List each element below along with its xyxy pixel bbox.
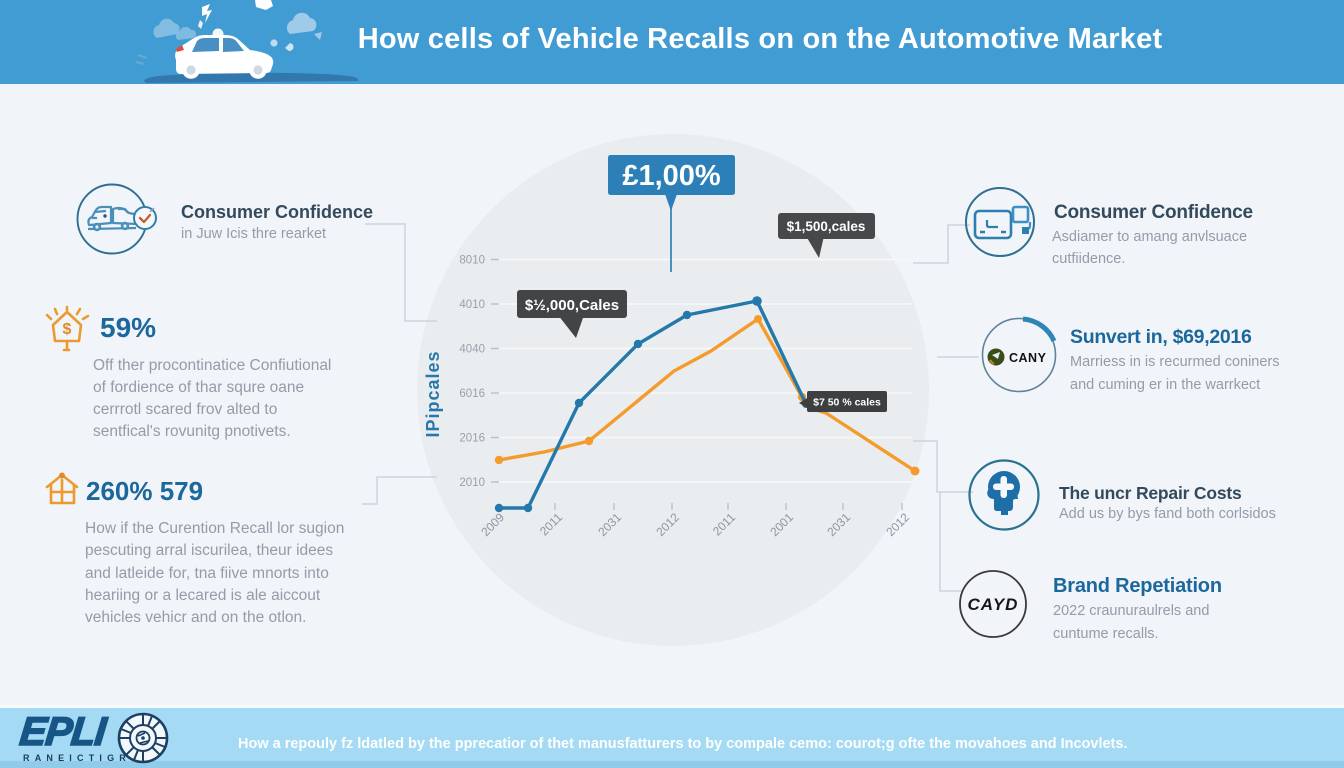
svg-text:2001: 2001 xyxy=(767,510,796,539)
svg-text:2011: 2011 xyxy=(710,510,738,538)
svg-text:2011: 2011 xyxy=(537,510,565,538)
svg-text:$: $ xyxy=(63,321,72,338)
svg-text:2031: 2031 xyxy=(595,510,624,539)
svg-text:CANY: CANY xyxy=(1009,351,1047,365)
svg-text:CAYD: CAYD xyxy=(968,595,1019,614)
svg-text:2009: 2009 xyxy=(478,510,507,539)
svg-text:$1,500,cales: $1,500,cales xyxy=(787,219,866,234)
svg-text:$7 50 % cales: $7 50 % cales xyxy=(813,397,881,409)
svg-text:2010: 2010 xyxy=(459,477,485,489)
svg-text:4010: 4010 xyxy=(459,299,485,311)
svg-text:6016: 6016 xyxy=(459,388,485,400)
svg-text:2012: 2012 xyxy=(883,510,912,539)
svg-text:4040: 4040 xyxy=(459,344,485,356)
svg-text:8010: 8010 xyxy=(459,255,485,267)
svg-text:2012: 2012 xyxy=(653,510,682,539)
svg-text:£1,00%: £1,00% xyxy=(622,160,721,192)
svg-text:2031: 2031 xyxy=(824,510,853,539)
svg-text:$½,000,Cales: $½,000,Cales xyxy=(525,297,619,314)
svg-text:2016: 2016 xyxy=(459,433,485,445)
